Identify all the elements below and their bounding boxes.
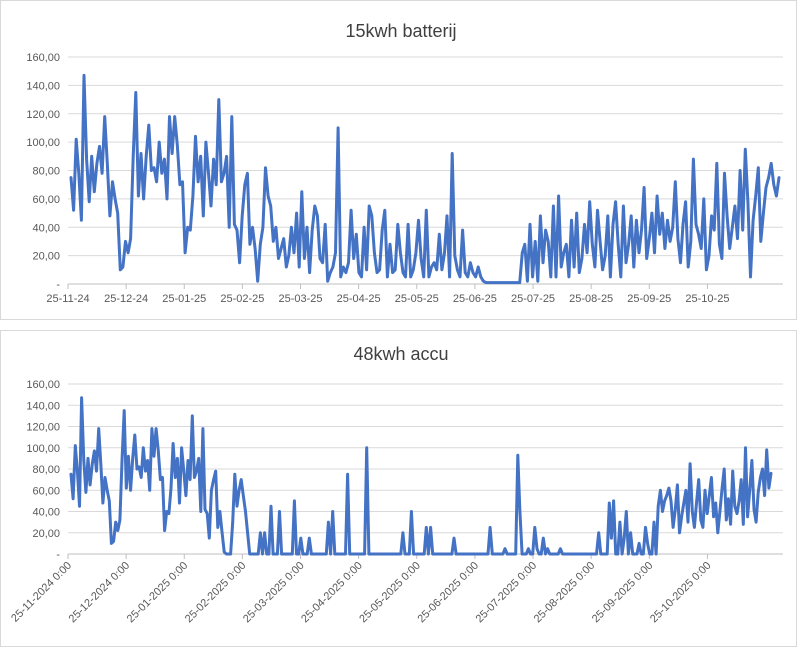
chart-title: 48kwh accu: [353, 344, 448, 364]
x-tick-label: 25-10-2025 0:00: [648, 560, 714, 626]
series-line: [69, 73, 781, 285]
chart-48kwh-accu: 48kwh accu - 20,00 40,00 60,00 80,00 100,00 120…: [0, 330, 797, 647]
series-line: [69, 396, 773, 556]
y-tick-label: 20,00: [32, 528, 60, 540]
x-tick-label: 25-10-25: [685, 293, 729, 305]
y-tick-label: 20,00: [32, 251, 60, 263]
x-tick-label: 25-01-25: [162, 293, 206, 305]
x-tick-label: 25-08-25: [569, 293, 613, 305]
y-tick-label: -: [56, 279, 60, 291]
x-tick-label: 25-09-2025 0:00: [590, 560, 656, 626]
y-tick-label: 140,00: [26, 400, 60, 412]
x-tick-label: 25-05-25: [395, 293, 439, 305]
y-tick-label: 60,00: [32, 485, 60, 497]
chart-48kwh-svg: 48kwh accu - 20,00 40,00 60,00 80,00 100,00 120…: [9, 344, 783, 626]
x-tick-label: 25-09-25: [627, 293, 671, 305]
x-tick-label: 25-02-2025 0:00: [183, 560, 249, 626]
x-tick-label: 25-11-24: [46, 293, 89, 305]
x-tick-label: 25-11-2024 0:00: [9, 560, 74, 625]
y-tick-label: 160,00: [26, 379, 60, 391]
y-tick-label: 120,00: [26, 109, 60, 121]
y-tick-label: 80,00: [32, 464, 60, 476]
x-tick-label: 25-01-2025 0:00: [125, 560, 191, 626]
y-tick-label: -: [56, 549, 60, 561]
x-tick-label: 25-06-2025 0:00: [415, 560, 481, 626]
x-tick-label: 25-07-25: [511, 293, 555, 305]
x-tick-label: 25-03-25: [278, 293, 322, 305]
chart-15kwh-svg: 15kwh batterij - 20,00 40,00 60,00 80,00 100,0…: [26, 21, 783, 305]
y-tick-label: 40,00: [32, 222, 60, 234]
x-tick-label: 25-05-2025 0:00: [357, 560, 423, 626]
x-tick-label: 25-06-25: [453, 293, 497, 305]
x-tick-label: 25-12-24: [104, 293, 148, 305]
x-tick-label: 25-08-2025 0:00: [532, 560, 598, 626]
x-tick-label: 25-12-2024 0:00: [67, 560, 133, 626]
y-tick-label: 100,00: [26, 137, 60, 149]
y-tick-label: 100,00: [26, 443, 60, 455]
chart-title: 15kwh batterij: [345, 21, 456, 41]
x-tick-label: 25-02-25: [220, 293, 264, 305]
x-tick-label: 25-04-25: [337, 293, 381, 305]
y-tick-label: 140,00: [26, 80, 60, 92]
x-tick-label: 25-03-2025 0:00: [241, 560, 307, 626]
chart-15kwh-batterij: 15kwh batterij - 20,00 40,00 60,00 80,00 100,0…: [0, 0, 797, 320]
y-tick-label: 60,00: [32, 194, 60, 206]
x-tick-label: 25-04-2025 0:00: [299, 560, 365, 626]
y-tick-label: 160,00: [26, 52, 60, 64]
x-tick-label: 25-07-2025 0:00: [474, 560, 540, 626]
y-tick-label: 120,00: [26, 422, 60, 434]
y-tick-label: 80,00: [32, 166, 60, 178]
y-tick-label: 40,00: [32, 507, 60, 519]
